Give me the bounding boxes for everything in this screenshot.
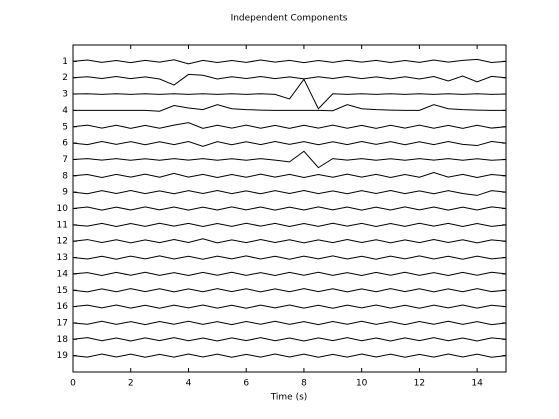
x-tick-label: 14 [471, 379, 483, 389]
trace [72, 190, 507, 196]
y-tick-label: 19 [57, 351, 69, 361]
trace [72, 337, 507, 342]
chart-title: Independent Components [231, 14, 348, 24]
x-tick-label: 4 [186, 379, 192, 389]
trace [72, 172, 507, 178]
y-tick-label: 14 [57, 269, 69, 279]
trace [72, 206, 507, 211]
x-tick-label: 2 [128, 379, 134, 389]
y-tick-label: 15 [57, 286, 68, 296]
trace [72, 58, 507, 65]
y-tick-label: 16 [57, 302, 69, 312]
trace [72, 288, 507, 293]
y-tick-label: 5 [62, 122, 68, 132]
y-tick-label: 13 [57, 253, 68, 263]
y-tick-label: 12 [57, 237, 68, 247]
y-tick-label: 4 [62, 106, 68, 116]
x-tick-label: 0 [70, 379, 76, 389]
y-tick-label: 11 [57, 220, 68, 230]
y-tick-label: 9 [62, 188, 68, 198]
trace [72, 238, 507, 244]
x-tick-label: 6 [243, 379, 249, 389]
trace [72, 320, 507, 326]
trace [72, 140, 507, 147]
y-tick-label: 10 [57, 204, 69, 214]
trace [72, 222, 507, 228]
x-tick-label: 10 [356, 379, 368, 389]
trace [72, 73, 507, 86]
y-tick-label: 6 [62, 139, 68, 149]
trace [72, 150, 507, 169]
trace [72, 78, 507, 110]
x-tick-label: 8 [301, 379, 307, 389]
y-tick-label: 1 [62, 57, 68, 67]
y-tick-label: 7 [62, 155, 68, 165]
y-tick-label: 2 [62, 73, 68, 83]
x-axis-label: Time (s) [270, 393, 308, 403]
y-tick-label: 8 [62, 171, 68, 181]
trace [72, 122, 507, 129]
trace [72, 255, 507, 260]
x-tick-label: 12 [414, 379, 425, 389]
trace [72, 353, 507, 358]
trace [73, 104, 506, 112]
y-tick-label: 17 [57, 318, 68, 328]
trace [72, 271, 507, 277]
y-tick-label: 18 [57, 335, 69, 345]
trace [72, 304, 507, 309]
y-tick-label: 3 [62, 90, 68, 100]
